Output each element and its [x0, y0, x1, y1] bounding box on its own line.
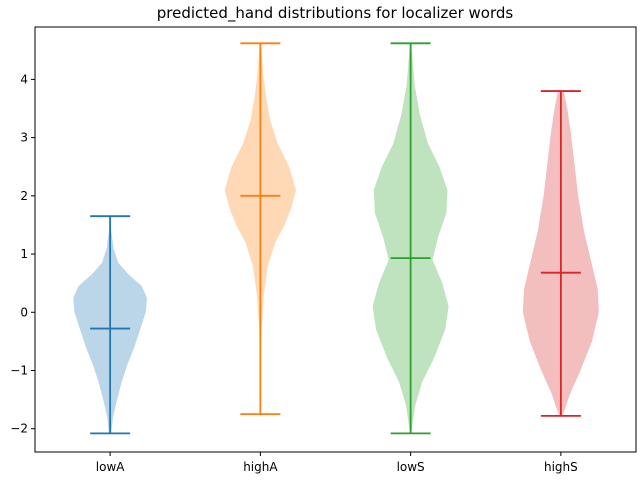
- chart-title: predicted_hand distributions for localiz…: [157, 4, 514, 23]
- y-tick-label: −1: [10, 363, 28, 377]
- x-tick-label-highA: highA: [243, 460, 278, 474]
- x-tick-label-highS: highS: [544, 460, 578, 474]
- y-tick-label: 1: [20, 247, 28, 261]
- plot-area: [34, 26, 637, 453]
- violin-lowS: [372, 42, 449, 435]
- y-tick-label: −2: [10, 422, 28, 436]
- violin-highS: [522, 90, 599, 417]
- x-axis: lowA highA lowS highS: [96, 452, 578, 474]
- violin-lowA: [73, 215, 147, 435]
- y-tick-label: 4: [20, 72, 28, 86]
- y-tick-label: 3: [20, 131, 28, 145]
- x-tick-label-lowA: lowA: [96, 460, 125, 474]
- violin-highA: [224, 42, 297, 416]
- x-tick-label-lowS: lowS: [397, 460, 425, 474]
- y-tick-label: 2: [20, 189, 28, 203]
- violins-group: [73, 42, 599, 435]
- y-axis: −2 −1 0 1 2 3 4: [10, 72, 35, 436]
- y-tick-label: 0: [20, 305, 28, 319]
